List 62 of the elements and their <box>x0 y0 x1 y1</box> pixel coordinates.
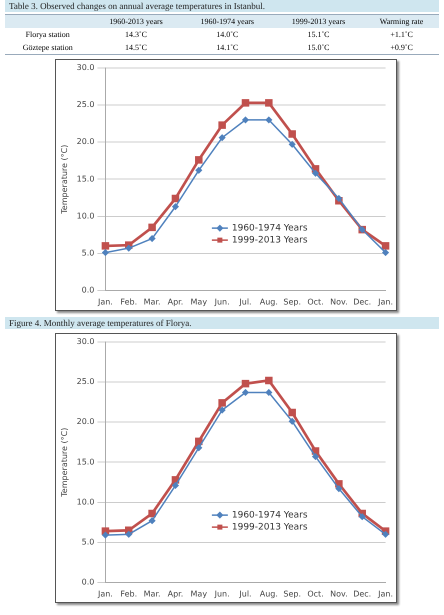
x-tick-label: Aug. <box>260 297 278 306</box>
category-label: 1960-1974 years <box>199 16 256 28</box>
y-tick-label: 5.0 <box>82 537 94 546</box>
x-tick-label: Feb. <box>120 589 138 598</box>
y-tick-label: 25.0 <box>76 100 94 110</box>
x-tick-label: Feb. <box>120 297 138 306</box>
x-tick-label: Apr. <box>168 297 184 306</box>
text: 15.1˚C <box>308 30 330 39</box>
text: +0.9˚C <box>390 43 413 52</box>
x-tick-label: Mar. <box>144 297 161 306</box>
x-tick-label: Jun. <box>214 297 230 306</box>
text: 14.0˚C <box>216 30 238 39</box>
text: +1.1˚C <box>390 30 413 39</box>
category-label: 1999-2013 years <box>290 16 346 28</box>
x-tick-label: Nov. <box>330 297 348 306</box>
y-axis-title: Temperature (°C) <box>60 144 69 215</box>
y-tick-label: 10.0 <box>76 497 94 506</box>
y-axis-title: Temperature (°C) <box>60 428 69 498</box>
y-tick-label: 20.0 <box>76 137 94 146</box>
x-tick-label: Sep. <box>283 589 301 598</box>
x-tick-label: Jan. <box>96 297 113 306</box>
text: 14.3˚C <box>125 30 148 39</box>
x-tick-label: Jun. <box>214 589 230 598</box>
category-label: Warming rate <box>378 16 424 28</box>
x-tick-label: Oct. <box>307 297 324 306</box>
text: 15.0˚C <box>308 43 330 52</box>
y-tick-label: 15.0 <box>76 457 94 466</box>
x-tick-label: Dec. <box>353 297 372 306</box>
x-tick-label: Aug. <box>260 589 278 598</box>
x-tick-label: May <box>190 589 208 598</box>
y-tick-label: 5.0 <box>82 248 94 258</box>
text: 14.1˚C <box>216 43 238 52</box>
category-label: 1960-2013 years <box>108 16 164 28</box>
y-tick-label: 30.0 <box>76 337 94 346</box>
x-tick-label: Oct. <box>307 589 324 598</box>
legend-label: 1999-2013 Years <box>232 522 308 532</box>
y-tick-label: 10.0 <box>76 211 94 220</box>
y-tick-label: 0.0 <box>82 285 94 294</box>
legend-label: 1960-1974 Years <box>232 223 308 234</box>
x-tick-label: Jan. <box>377 589 393 598</box>
x-tick-label: Nov. <box>330 589 348 598</box>
y-tick-label: 0.0 <box>82 577 94 586</box>
x-tick-label: Jan. <box>96 589 113 598</box>
text: 14.5˚C <box>125 43 148 52</box>
legend-label: 1999-2013 Years <box>232 235 308 246</box>
x-tick-label: Dec. <box>353 589 372 598</box>
x-tick-label: Jul. <box>238 589 252 598</box>
y-tick-label: 30.0 <box>76 63 94 72</box>
category-label: Göztepe station <box>22 43 73 52</box>
caption: Figure 4. Monthly average temperatures of Florya. <box>5 317 439 329</box>
y-tick-label: 25.0 <box>76 377 94 386</box>
text: Table 3. Observed changes on annual average temperatures in Istanbul. <box>5 0 439 12</box>
category-label: Florya station <box>26 30 70 39</box>
x-tick-label: Apr. <box>168 589 184 598</box>
y-tick-label: 15.0 <box>76 174 94 184</box>
x-tick-label: Jan. <box>377 297 393 306</box>
x-tick-label: Sep. <box>283 297 301 306</box>
x-tick-label: Mar. <box>144 589 161 598</box>
y-tick-label: 20.0 <box>76 417 94 426</box>
x-tick-label: May <box>190 297 208 306</box>
legend-label: 1960-1974 Years <box>232 510 308 520</box>
x-tick-label: Jul. <box>238 297 252 306</box>
